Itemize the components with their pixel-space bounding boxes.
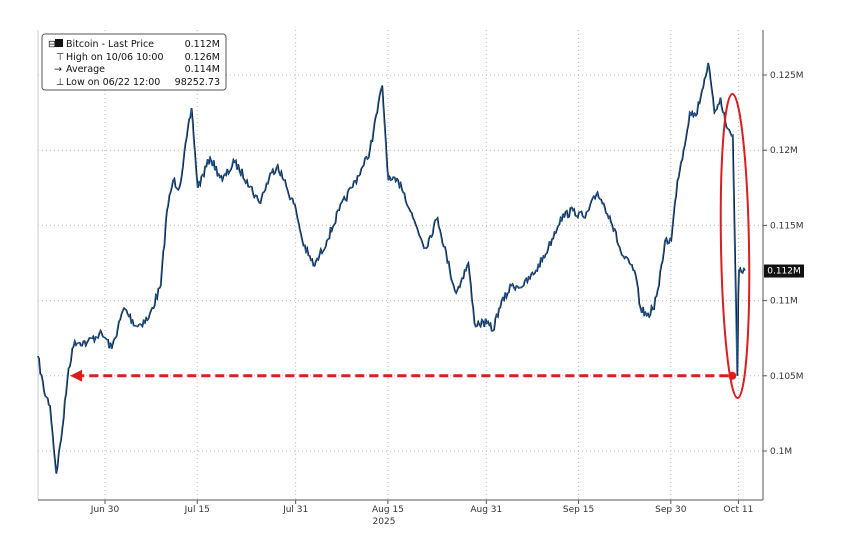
annotations	[70, 93, 751, 399]
y-tick-label: 0.125M	[770, 71, 804, 81]
arrow-head-icon	[70, 369, 83, 382]
x-tick-label: Sep 30	[655, 505, 687, 515]
last-price-tag: 0.112M	[764, 264, 804, 278]
low-marker-icon: ⊥	[56, 77, 64, 88]
legend: ⊟ Bitcoin - Last Price 0.112M ⊤ High on …	[41, 33, 227, 91]
year-label: 2025	[373, 517, 396, 527]
x-tick-label: Jul 15	[184, 505, 210, 515]
y-tick-label: 0.115M	[770, 221, 804, 231]
average-marker-icon: →	[54, 64, 62, 75]
legend-high-value: 0.126M	[185, 52, 220, 63]
series-line-shadow	[37, 62, 746, 474]
grid	[38, 30, 763, 500]
legend-high-label: High on 10/06 10:00	[66, 52, 163, 63]
last-price-label: 0.112M	[767, 267, 801, 277]
series-swatch-icon	[55, 39, 63, 47]
series-layer	[36, 62, 746, 474]
legend-series-value: 0.112M	[185, 39, 220, 50]
legend-low-label: Low on 06/22 12:00	[66, 77, 160, 88]
legend-series-label: Bitcoin - Last Price	[66, 39, 154, 50]
legend-average-label: Average	[66, 64, 105, 75]
y-tick-label: 0.105M	[770, 372, 804, 382]
x-tick-label: Aug 15	[372, 505, 404, 515]
series-line	[36, 62, 746, 474]
x-axis-ticks: Jun 30 Jul 15 Jul 31 Aug 15 Aug 31 Sep 15 Sep …	[90, 500, 754, 515]
x-tick-label: Jun 30	[90, 505, 120, 515]
arrow-origin-dot	[728, 371, 737, 380]
x-tick-label: Aug 31	[470, 505, 502, 515]
legend-low-value: 98252.73	[175, 77, 220, 88]
x-tick-label: Jul 31	[282, 505, 308, 515]
high-marker-icon: ⊤	[56, 52, 64, 63]
x-tick-label: Sep 15	[563, 505, 594, 515]
collapse-icon[interactable]: ⊟	[48, 39, 56, 50]
y-tick-label: 0.12M	[770, 146, 798, 156]
highlight-ellipse	[719, 93, 751, 399]
y-tick-label: 0.11M	[770, 297, 798, 307]
y-axis-ticks: 0.125M 0.12M 0.115M 0.11M 0.105M 0.1M	[763, 71, 804, 457]
x-tick-label: Oct 11	[724, 505, 754, 515]
y-tick-label: 0.1M	[770, 447, 792, 457]
legend-average-value: 0.114M	[185, 64, 220, 75]
